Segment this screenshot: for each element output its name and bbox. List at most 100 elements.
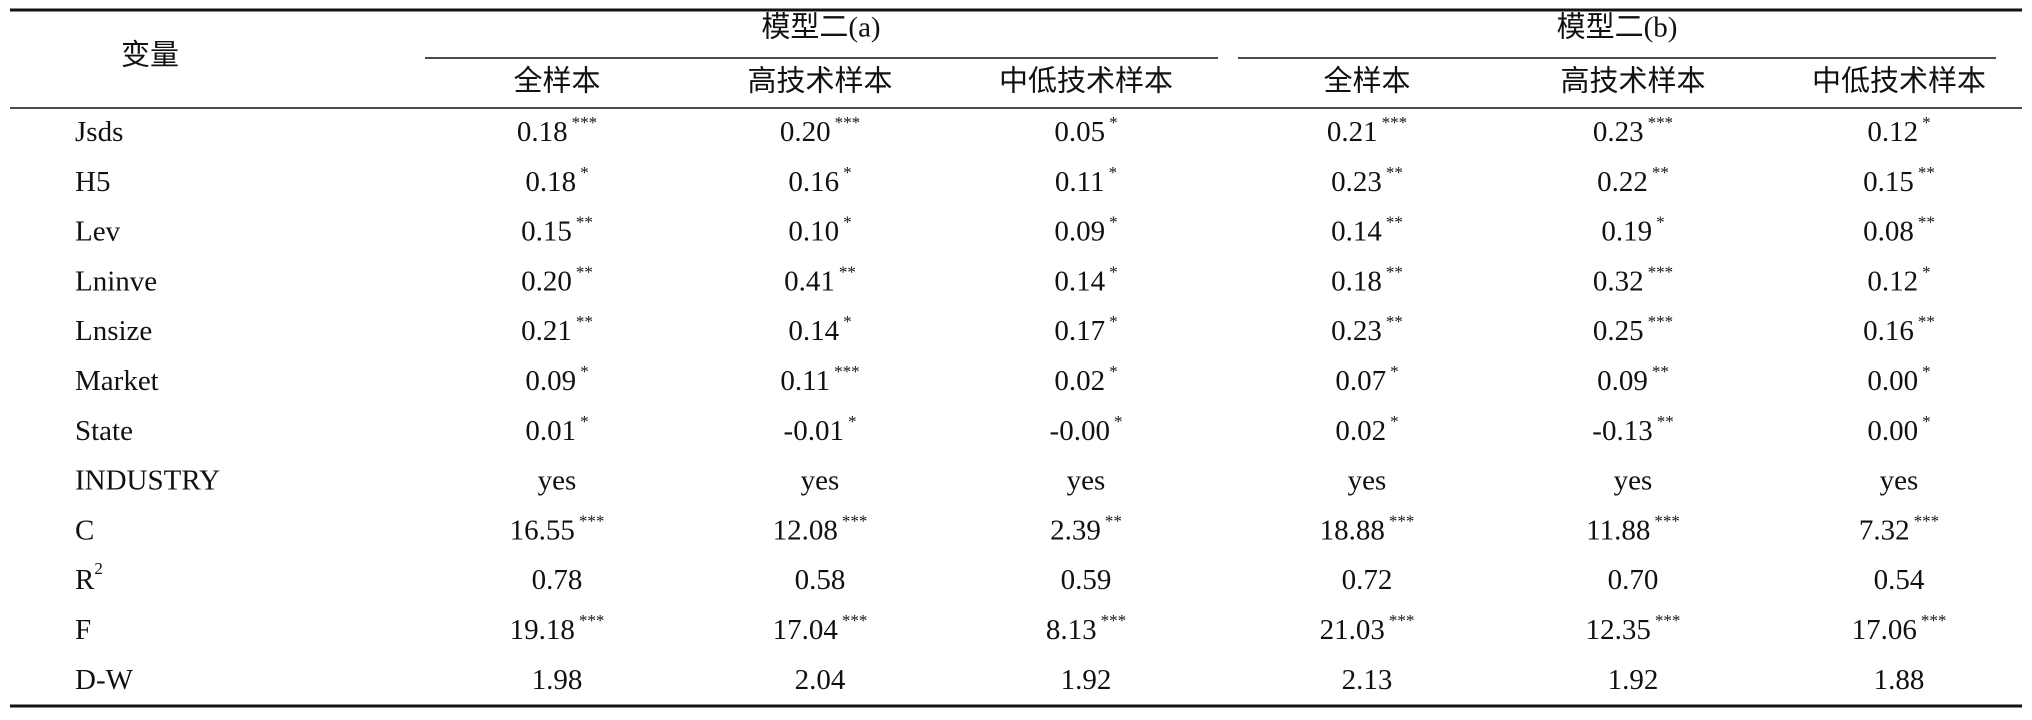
cell-value: 0.18 [517,116,568,148]
cell: 0.19 * [1601,213,1664,248]
cell-value: 1.92 [1061,663,1112,695]
column-header: 高技术样本 [747,65,892,98]
cell: 0.14 * [788,312,851,347]
cell: 12.08 *** [773,511,868,546]
cell: 0.25 *** [1593,312,1673,347]
corner-header: 变量 [121,39,179,72]
cell: 2.04 [795,663,846,695]
significance-stars: * [1114,412,1123,431]
significance-stars: *** [1914,511,1940,530]
cell-value: 1.98 [532,663,583,695]
significance-stars: *** [1101,611,1127,630]
cell: 0.15 ** [1863,163,1935,198]
cell: 0.41 ** [784,262,856,297]
cell-value: 12.08 [773,514,838,546]
significance-stars: *** [842,611,868,630]
row-label-text: D-W [75,663,134,695]
cell-value: 0.20 [780,116,831,148]
cell-value: 0.10 [788,215,839,247]
cell-value: 0.25 [1593,315,1644,347]
cell-value: yes [1067,464,1106,496]
cell: yes [801,464,840,496]
cell: 0.12 * [1867,113,1930,148]
significance-stars: *** [572,113,598,132]
row-label-text: State [75,414,133,446]
cell: 0.15 ** [521,213,593,248]
cell: 0.72 [1342,564,1393,596]
cell-value: 0.16 [1863,315,1914,347]
significance-stars: *** [1648,113,1674,132]
significance-stars: *** [579,511,605,530]
cell: 0.09 * [1054,213,1117,248]
significance-stars: * [1109,163,1118,182]
cell-value: 8.13 [1046,614,1097,646]
cell-value: 0.23 [1331,315,1382,347]
cell-value: 0.09 [1054,215,1105,247]
cell: 0.00 * [1867,412,1930,447]
cell: 0.14 * [1054,262,1117,297]
cell-value: 1.88 [1874,663,1925,695]
cell-value: 0.14 [1054,265,1105,297]
cell-value: 0.70 [1608,564,1659,596]
row-label-text: H5 [75,165,110,197]
significance-stars: * [1109,312,1118,331]
significance-stars: *** [1648,262,1674,281]
significance-stars: ** [1386,312,1403,331]
cell-value: 0.18 [1331,265,1382,297]
cell-value: 0.02 [1054,365,1105,397]
cell: 0.01 * [525,412,588,447]
cell: 0.20 *** [780,113,860,148]
cell: 0.11 *** [780,362,859,397]
cell: -0.01 * [784,412,857,447]
row-label: Lev [75,215,121,247]
cell-value: yes [1880,464,1919,496]
significance-stars: * [1922,113,1931,132]
significance-stars: *** [1389,611,1415,630]
cell-value: 0.09 [525,365,576,397]
cell-value: 12.35 [1586,614,1651,646]
cell-value: 0.11 [780,365,830,397]
significance-stars: * [1922,262,1931,281]
significance-stars: * [1390,362,1399,381]
column-header: 中低技术样本 [999,65,1173,98]
cell: 0.14 ** [1331,213,1403,248]
significance-stars: *** [842,511,868,530]
cell: 17.06 *** [1852,611,1947,646]
significance-stars: *** [1654,511,1680,530]
row-label-text: Jsds [75,116,123,148]
cell-value: 17.04 [773,614,839,646]
cell-value: yes [538,464,577,496]
significance-stars: * [1922,362,1931,381]
cell-value: yes [801,464,840,496]
row-label: Lninve [75,265,157,297]
cell-value: 0.32 [1593,265,1644,297]
group-header: 模型二(b) [1557,11,1678,44]
cell-value: 0.21 [1327,116,1378,148]
cell-value: 0.72 [1342,564,1393,596]
cell-value: 0.23 [1331,165,1382,197]
cell: 0.54 [1874,564,1925,596]
cell-value: 7.32 [1859,514,1910,546]
cell-value: 17.06 [1852,614,1917,646]
significance-stars: ** [1652,362,1669,381]
cell-value: 16.55 [510,514,575,546]
row-label-text: INDUSTRY [75,464,220,496]
cell-value: 1.92 [1608,663,1659,695]
cell-value: -0.01 [784,414,844,446]
cell: 1.88 [1874,663,1925,695]
row-label-text: Lnsize [75,315,152,347]
cell: 0.16 * [788,163,851,198]
significance-stars: ** [1657,412,1674,431]
cell: 0.20 ** [521,262,593,297]
cell: 1.92 [1061,663,1112,695]
significance-stars: * [580,362,589,381]
cell-value: 0.12 [1867,116,1918,148]
cell-value: 0.54 [1874,564,1925,596]
cell: 0.10 * [788,213,851,248]
significance-stars: ** [1918,163,1935,182]
cell: 0.02 * [1054,362,1117,397]
cell-value: 0.08 [1863,215,1914,247]
significance-stars: * [1109,362,1118,381]
cell: yes [1348,464,1387,496]
cell: 0.23 ** [1331,163,1403,198]
